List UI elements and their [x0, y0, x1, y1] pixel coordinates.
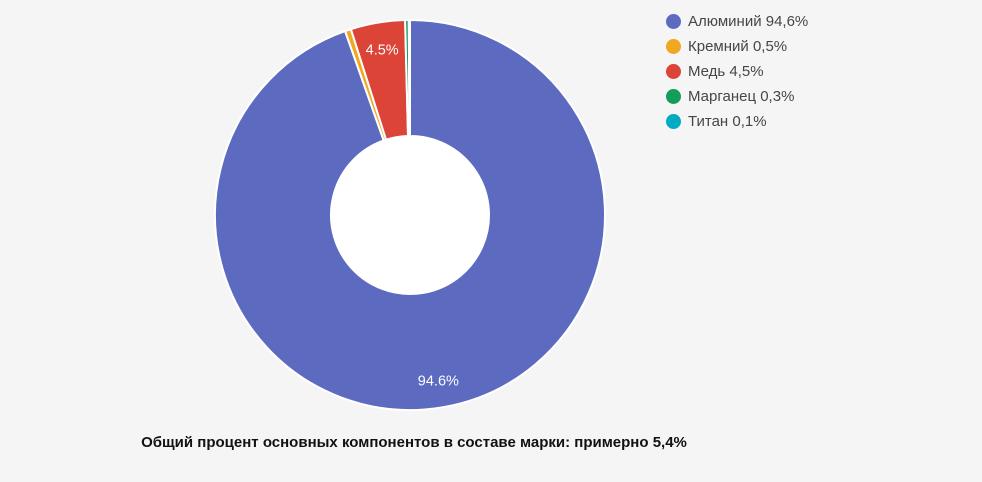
legend-color-dot-icon	[666, 89, 681, 104]
legend-color-dot-icon	[666, 14, 681, 29]
legend-item-label: Марганец 0,3%	[688, 88, 795, 105]
chart-legend: Алюминий 94,6% Кремний 0,5% Медь 4,5% Марга…	[666, 9, 808, 134]
legend-color-dot-icon	[666, 64, 681, 79]
legend-item-label: Кремний 0,5%	[688, 38, 788, 55]
legend-item-label: Титан 0,1%	[688, 113, 767, 130]
legend-item-titanium[interactable]: Титан 0,1%	[666, 109, 808, 134]
pie-slice-titanium[interactable]	[407, 18, 411, 138]
chart-caption: Общий процент основных компонентов в сос…	[141, 434, 687, 451]
legend-item-aluminium[interactable]: Алюминий 94,6%	[666, 9, 808, 34]
slice-label-copper: 4.5%	[366, 42, 399, 58]
legend-color-dot-icon	[666, 39, 681, 54]
legend-item-label: Медь 4,5%	[688, 63, 764, 80]
legend-item-copper[interactable]: Медь 4,5%	[666, 59, 808, 84]
legend-item-silicon[interactable]: Кремний 0,5%	[666, 34, 808, 59]
legend-item-label: Алюминий 94,6%	[688, 13, 809, 30]
donut-hole	[331, 136, 489, 294]
slice-label-aluminium: 94.6%	[418, 374, 459, 390]
legend-color-dot-icon	[666, 114, 681, 129]
legend-item-manganese[interactable]: Марганец 0,3%	[666, 84, 808, 109]
